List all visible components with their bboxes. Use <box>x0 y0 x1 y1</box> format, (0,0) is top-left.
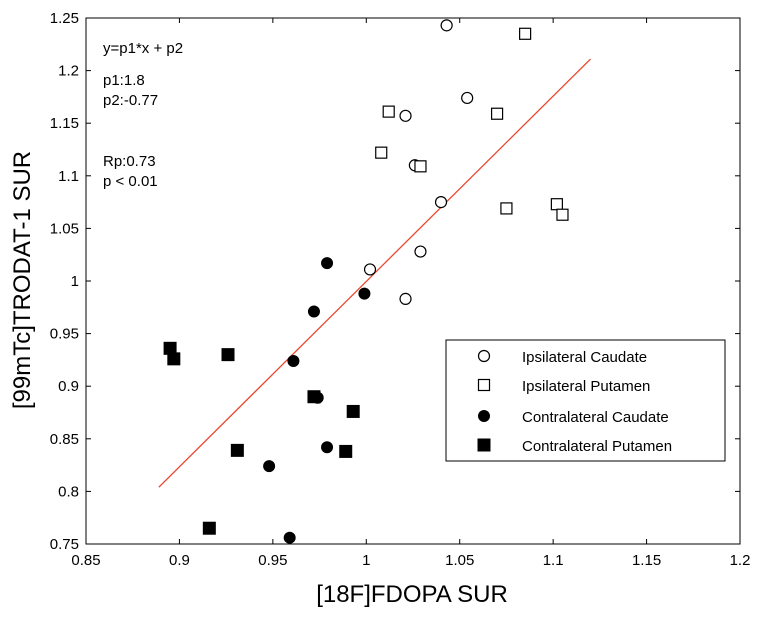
p-value: p < 0.01 <box>103 173 158 190</box>
data-point-ipsilateral-caudate <box>414 245 427 258</box>
data-point-contralateral-putamen <box>202 521 216 535</box>
data-point-ipsilateral-putamen <box>382 105 395 118</box>
data-point-ipsilateral-caudate <box>461 91 474 105</box>
data-point-contralateral-caudate <box>307 305 320 318</box>
data-point-contralateral-caudate <box>358 287 371 300</box>
data-point-ipsilateral-putamen <box>375 146 388 159</box>
y-tick-label: 1.1 <box>58 168 79 185</box>
legend: Ipsilateral Caudate Ipsilateral Putamen … <box>445 339 726 462</box>
data-point-ipsilateral-putamen <box>519 27 532 40</box>
y-axis-title: [99mTc]TRODAT-1 SUR <box>9 151 36 409</box>
x-tick-label: 1.15 <box>632 552 661 569</box>
data-point-ipsilateral-putamen <box>414 160 427 173</box>
data-point-contralateral-caudate <box>321 257 334 270</box>
data-point-contralateral-putamen <box>346 404 360 418</box>
y-tick-label: 0.9 <box>58 378 79 395</box>
data-point-ipsilateral-caudate <box>434 196 448 209</box>
x-tick-label: 0.85 <box>71 552 100 569</box>
legend-marker-contralateral-putamen <box>477 438 491 452</box>
x-tick-label: 1.05 <box>445 552 474 569</box>
data-point-ipsilateral-caudate <box>399 109 412 122</box>
legend-marker-ipsilateral-putamen <box>477 378 491 392</box>
fit-intercept: p2:-0.77 <box>103 92 158 109</box>
y-tick-label: 1.2 <box>58 63 79 80</box>
data-point-contralateral-caudate <box>263 460 276 473</box>
data-point-contralateral-caudate <box>283 531 296 544</box>
data-point-ipsilateral-putamen <box>490 107 504 120</box>
data-point-contralateral-putamen <box>307 390 321 404</box>
data-point-contralateral-putamen <box>167 352 181 366</box>
legend-label-ipsilateral-putamen: Ipsilateral Putamen <box>522 378 650 395</box>
data-point-ipsilateral-caudate <box>440 19 453 32</box>
correlation-coefficient: Rp:0.73 <box>103 153 156 170</box>
y-tick-label: 0.75 <box>50 536 79 553</box>
x-tick-label: 1 <box>362 552 370 569</box>
x-axis-title: [18F]FDOPA SUR <box>316 581 508 608</box>
x-tick-label: 1.2 <box>730 552 751 569</box>
legend-label-contralateral-caudate: Contralateral Caudate <box>522 409 669 426</box>
y-tick-label: 0.95 <box>50 326 79 343</box>
fit-equation: y=p1*x + p2 <box>103 40 183 57</box>
data-point-contralateral-putamen <box>221 348 235 362</box>
legend-label-contralateral-putamen: Contralateral Putamen <box>522 438 672 455</box>
data-point-ipsilateral-putamen <box>500 202 513 215</box>
fit-slope: p1:1.8 <box>103 72 145 89</box>
data-point-ipsilateral-caudate <box>363 263 377 276</box>
data-point-contralateral-caudate <box>287 354 300 367</box>
data-point-ipsilateral-putamen <box>550 198 563 211</box>
x-tick-label: 0.9 <box>169 552 190 569</box>
legend-label-ipsilateral-caudate: Ipsilateral Caudate <box>522 349 647 366</box>
y-tick-label: 1.25 <box>50 10 79 27</box>
data-point-ipsilateral-putamen <box>556 208 569 221</box>
legend-marker-contralateral-caudate <box>478 410 490 422</box>
x-tick-label: 0.95 <box>258 552 287 569</box>
data-point-contralateral-putamen <box>230 443 244 457</box>
y-tick-label: 0.85 <box>50 431 79 448</box>
y-tick-label: 0.8 <box>58 483 79 500</box>
data-point-contralateral-caudate <box>321 441 334 454</box>
x-tick-label: 1.1 <box>543 552 564 569</box>
plot-area <box>85 17 741 545</box>
legend-marker-ipsilateral-caudate <box>477 349 491 363</box>
y-tick-label: 1.15 <box>50 115 79 132</box>
legend-box <box>445 339 726 462</box>
fit-annotation: y=p1*x + p2 p1:1.8 p2:-0.77 Rp:0.73 p < … <box>103 40 183 190</box>
y-tick-label: 1.05 <box>50 220 79 237</box>
data-point-contralateral-putamen <box>339 444 353 458</box>
data-point-ipsilateral-caudate <box>399 292 412 305</box>
y-tick-label: 1 <box>71 273 79 290</box>
